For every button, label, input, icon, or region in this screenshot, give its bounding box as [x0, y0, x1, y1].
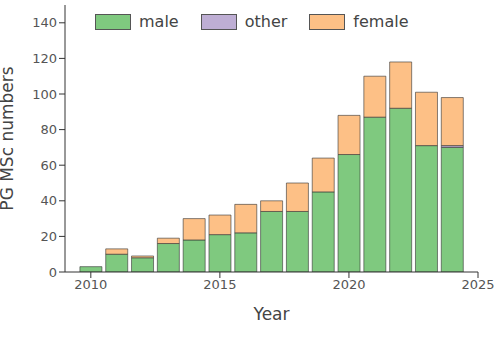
svg-text:120: 120 — [32, 51, 57, 66]
svg-text:2015: 2015 — [203, 277, 236, 292]
svg-text:100: 100 — [32, 87, 57, 102]
svg-text:0: 0 — [49, 265, 57, 280]
svg-text:20: 20 — [40, 229, 57, 244]
svg-text:2020: 2020 — [332, 277, 365, 292]
svg-text:140: 140 — [32, 15, 57, 30]
html-text:female: female — [353, 12, 409, 31]
svg-text:60: 60 — [40, 158, 57, 173]
svg-text:PG MSc numbers: PG MSc numbers — [8, 66, 17, 210]
svg-text:2025: 2025 — [461, 277, 492, 292]
svg-text:Year: Year — [253, 304, 290, 324]
svg-text:80: 80 — [40, 122, 57, 137]
svg-text:2010: 2010 — [74, 277, 107, 292]
html-text:other: other — [244, 12, 288, 31]
html-text:male: male — [139, 12, 179, 31]
svg-text:40: 40 — [40, 193, 57, 208]
